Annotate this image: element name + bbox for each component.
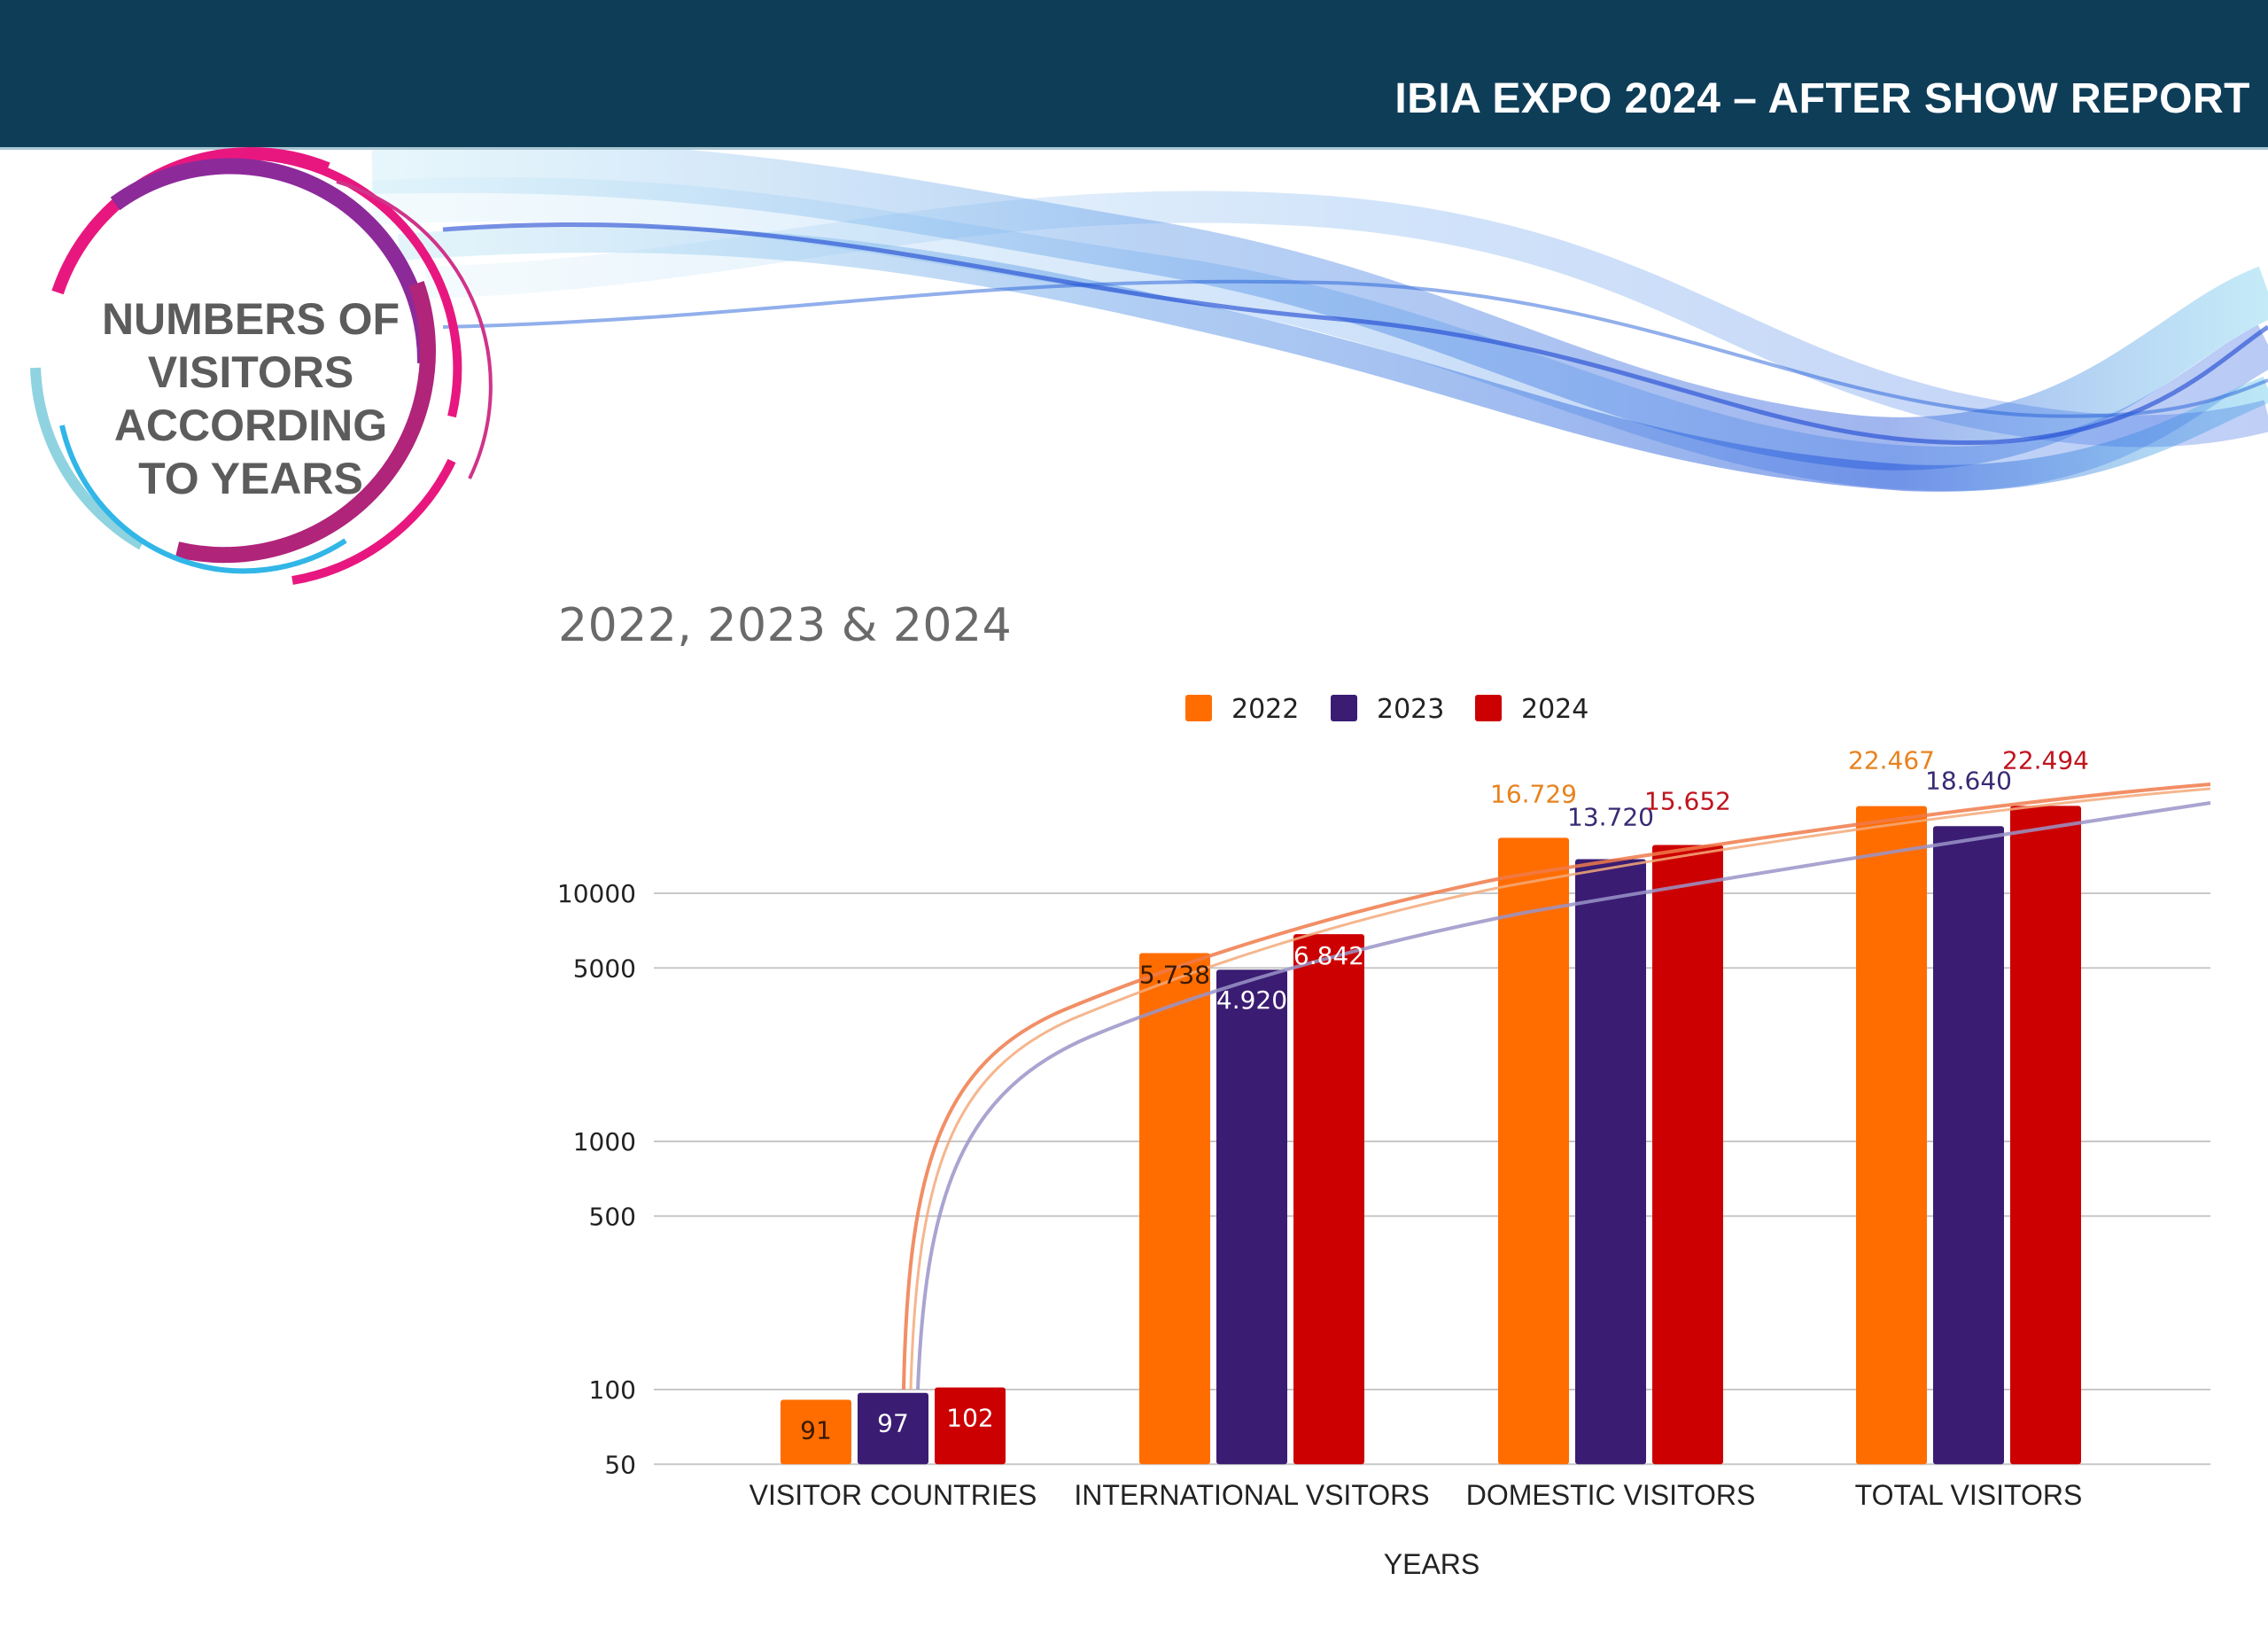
- x-tick-label: VISITOR COUNTRIES: [750, 1479, 1037, 1511]
- section-heading-line: ACCORDING: [113, 401, 388, 450]
- legend-swatch: [1185, 695, 1212, 721]
- legend-item-2024: 2024: [1475, 694, 1588, 725]
- header-divider: [0, 147, 2268, 150]
- section-badge: [30, 146, 493, 585]
- bar-2024: [2010, 806, 2081, 1465]
- trendline-2022: [902, 783, 2211, 1390]
- y-tick-label: 100: [589, 1375, 636, 1405]
- value-label-2024: 6.842: [1293, 941, 1364, 970]
- bar-2023: [1216, 969, 1287, 1465]
- legend-swatch: [1475, 695, 1502, 721]
- x-axis-title: YEARS: [1384, 1548, 1480, 1580]
- x-tick-label: DOMESTIC VISITORS: [1466, 1479, 1756, 1511]
- y-axis-ticks: 50 100 500 1000 5000 10000: [557, 879, 636, 1479]
- y-tick-label: 50: [604, 1450, 636, 1479]
- legend-swatch: [1331, 695, 1357, 721]
- value-label-2022: 22.467: [1848, 746, 1935, 775]
- y-tick-label: 1000: [573, 1127, 636, 1156]
- bar-2023: [1933, 826, 2004, 1465]
- report-title: IBIA EXPO 2024 – AFTER SHOW REPORT: [1394, 75, 2250, 122]
- value-label-2023: 13.720: [1567, 803, 1654, 832]
- legend: 2022 2023 2024: [1185, 694, 1588, 725]
- bar-2022: [1498, 837, 1569, 1465]
- y-tick-label: 5000: [573, 954, 636, 983]
- header-bar: IBIA EXPO 2024 – AFTER SHOW REPORT: [0, 0, 2268, 147]
- bars: [781, 806, 2081, 1465]
- y-tick-label: 10000: [557, 879, 636, 908]
- x-tick-label: INTERNATIONAL VSITORS: [1074, 1479, 1429, 1511]
- trendline-2023: [916, 801, 2211, 1390]
- bar-2024: [935, 1387, 1006, 1465]
- section-heading-line: NUMBERS OF: [101, 294, 400, 344]
- bar-2023: [858, 1392, 928, 1465]
- bar-2022: [781, 1399, 851, 1465]
- value-label-2023: 4.920: [1216, 985, 1287, 1015]
- chart-subtitle: 2022, 2023 & 2024: [558, 599, 1013, 652]
- section-heading-line: TO YEARS: [138, 454, 363, 503]
- legend-item-2023: 2023: [1331, 694, 1444, 725]
- trendline-2022: [909, 787, 2211, 1390]
- value-label-2024: 102: [946, 1404, 993, 1433]
- legend-item-2022: 2022: [1185, 694, 1299, 725]
- value-label-2022: 5.738: [1139, 961, 1210, 990]
- x-axis-labels: VISITOR COUNTRIES INTERNATIONAL VSITORS DO…: [750, 1479, 2083, 1511]
- value-label-2024: 22.494: [2002, 745, 2089, 775]
- value-label-2023: 97: [877, 1409, 909, 1438]
- section-heading: NUMBERS OF VISITORS ACCORDING TO YEARS: [71, 292, 431, 505]
- legend-label: 2023: [1377, 694, 1444, 725]
- decorative-wave: [370, 150, 2268, 492]
- value-label-2024: 15.652: [1644, 787, 1731, 816]
- legend-label: 2022: [1231, 694, 1299, 725]
- bar-2024: [1293, 934, 1364, 1465]
- value-label-2022: 16.729: [1490, 779, 1577, 808]
- section-heading-line: VISITORS: [147, 347, 354, 397]
- bar-2023: [1575, 859, 1646, 1465]
- trendlines: [902, 783, 2211, 1390]
- bar-2024: [1652, 845, 1723, 1465]
- bar-2022: [1856, 806, 1927, 1465]
- legend-label: 2024: [1521, 694, 1588, 725]
- x-tick-label: TOTAL VISITORS: [1855, 1479, 2083, 1511]
- y-tick-label: 500: [589, 1202, 636, 1231]
- bar-2022: [1139, 953, 1210, 1465]
- value-label-2023: 18.640: [1925, 766, 2012, 795]
- value-label-2022: 91: [800, 1415, 832, 1444]
